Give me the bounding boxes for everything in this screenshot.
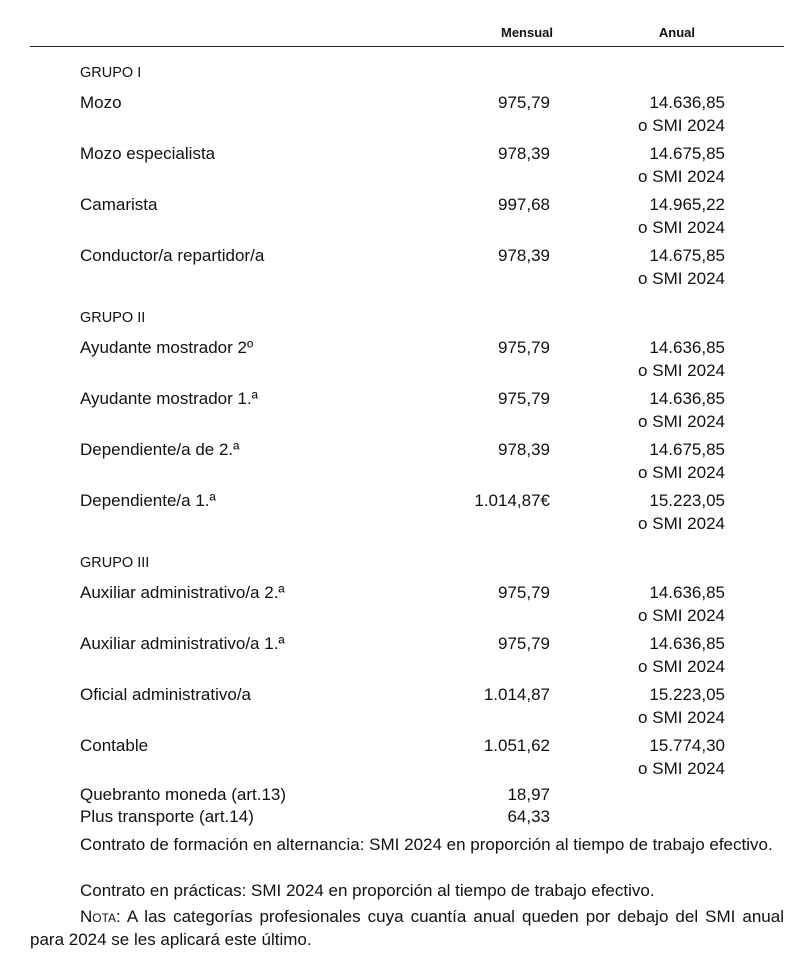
extra-mensual: 18,97 — [507, 785, 550, 804]
row-name: Auxiliar administrativo/a 1.ª — [80, 634, 285, 653]
row-anual-note: o SMI 2024 — [638, 708, 725, 727]
row-anual: 15.223,05 — [649, 491, 725, 510]
group-title: GRUPO I — [80, 65, 142, 81]
header-mensual: Mensual — [500, 25, 553, 40]
nota-text: A las categorías profesionales cuya cuan… — [30, 907, 784, 949]
group-title: GRUPO II — [80, 310, 146, 326]
row-anual-note: o SMI 2024 — [638, 116, 725, 135]
row-anual-note: o SMI 2024 — [638, 514, 725, 533]
row-mensual: 978,39 — [498, 440, 550, 459]
extra-name: Plus transporte (art.14) — [80, 807, 254, 826]
row-name: Conductor/a repartidor/a — [80, 246, 265, 265]
row-mensual: 975,79 — [498, 634, 550, 653]
row-anual: 14.675,85 — [649, 440, 725, 459]
group-title: GRUPO III — [80, 555, 150, 571]
row-mensual: 997,68 — [498, 195, 550, 214]
row-name: Oficial administrativo/a — [80, 685, 252, 704]
row-anual: 14.675,85 — [649, 246, 725, 265]
row-anual-note: o SMI 2024 — [638, 463, 725, 482]
row-name: Ayudante mostrador 1.ª — [80, 389, 258, 408]
row-anual: 14.675,85 — [649, 144, 725, 163]
row-anual: 14.636,85 — [649, 583, 725, 602]
row-anual: 14.636,85 — [649, 93, 725, 112]
note: Contrato de formación en alternancia: SM… — [80, 835, 773, 854]
nota-label: Nota: — [80, 907, 121, 926]
row-anual-note: o SMI 2024 — [638, 657, 725, 676]
header-rule — [30, 46, 784, 47]
row-name: Dependiente/a de 2.ª — [80, 440, 240, 459]
row-name: Mozo — [80, 93, 122, 112]
row-name: Ayudante mostrador 2º — [80, 338, 254, 357]
header-anual: Anual — [658, 25, 695, 40]
row-mensual: 1.014,87€ — [474, 491, 550, 510]
row-anual: 15.774,30 — [649, 736, 725, 755]
row-anual-note: o SMI 2024 — [638, 167, 725, 186]
row-mensual: 975,79 — [498, 338, 550, 357]
extra-mensual: 64,33 — [507, 807, 550, 826]
row-mensual: 1.014,87 — [483, 685, 550, 704]
nota: Nota: A las categorías profesionales cuy… — [30, 905, 784, 951]
extra-name: Quebranto moneda (art.13) — [80, 785, 287, 804]
row-name: Mozo especialista — [80, 144, 216, 163]
row-anual-note: o SMI 2024 — [638, 412, 725, 431]
row-anual: 15.223,05 — [649, 685, 725, 704]
row-anual-note: o SMI 2024 — [638, 269, 725, 288]
note: Contrato en prácticas: SMI 2024 en propo… — [80, 881, 655, 900]
row-anual-note: o SMI 2024 — [638, 361, 725, 380]
row-name: Contable — [80, 736, 149, 755]
row-mensual: 975,79 — [498, 93, 550, 112]
row-mensual: 978,39 — [498, 144, 550, 163]
row-mensual: 975,79 — [498, 389, 550, 408]
row-name: Auxiliar administrativo/a 2.ª — [80, 583, 285, 602]
row-name: Dependiente/a 1.ª — [80, 491, 216, 510]
row-anual-note: o SMI 2024 — [638, 759, 725, 778]
row-anual: 14.636,85 — [649, 389, 725, 408]
row-mensual: 978,39 — [498, 246, 550, 265]
row-mensual: 975,79 — [498, 583, 550, 602]
row-anual: 14.636,85 — [649, 634, 725, 653]
row-name: Camarista — [80, 195, 158, 214]
row-mensual: 1.051,62 — [483, 736, 550, 755]
row-anual-note: o SMI 2024 — [638, 218, 725, 237]
row-anual: 14.965,22 — [649, 195, 725, 214]
row-anual: 14.636,85 — [649, 338, 725, 357]
row-anual-note: o SMI 2024 — [638, 606, 725, 625]
